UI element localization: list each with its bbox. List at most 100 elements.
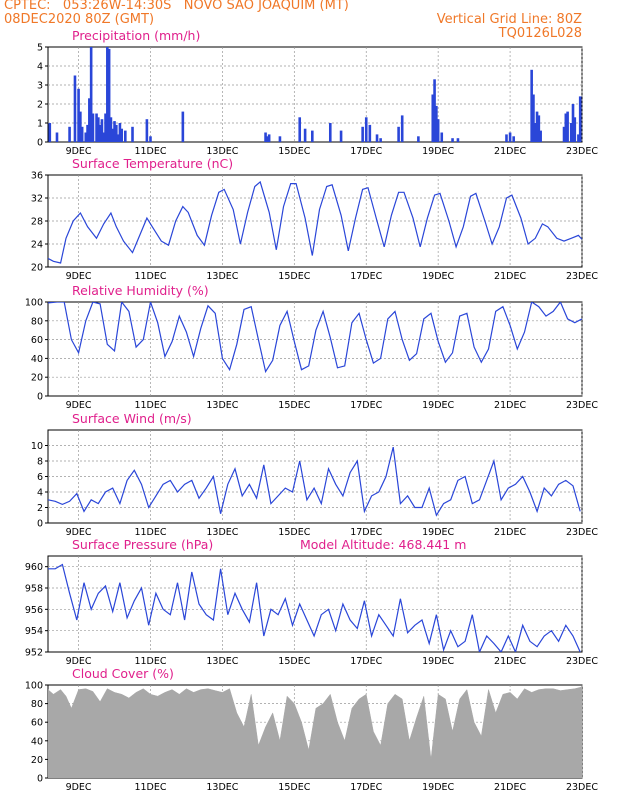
precip-xtick: 23DEC	[566, 146, 598, 157]
precip-bar	[55, 132, 59, 142]
rh-frame	[47, 301, 583, 397]
pressure-frame	[47, 555, 583, 653]
wind-ytick: 6	[37, 472, 43, 483]
precip-bar	[109, 117, 113, 142]
cloud-xtick: 21DEC	[494, 782, 526, 793]
pressure-panel: Surface Pressure (hPa) Model Altitude: 46…	[25, 537, 599, 667]
cloud-xtick: 23DEC	[566, 782, 598, 793]
precip-bar	[68, 126, 71, 142]
cloud-ytick: 80	[31, 699, 43, 710]
rh-xtick: 17DEC	[350, 400, 382, 411]
cloud-ytick: 20	[31, 755, 43, 766]
wind-xtick: 13DEC	[206, 527, 238, 538]
precip-bar	[298, 117, 302, 142]
pressure-ytick: 958	[25, 584, 43, 595]
wind-ytick: 8	[37, 457, 43, 468]
header-grid-note: Vertical Grid Line: 80Z	[436, 12, 582, 27]
precip-bar	[48, 123, 52, 142]
pressure-ytick: 956	[25, 605, 43, 616]
temp-xtick: 9DEC	[66, 271, 92, 282]
precip-bar	[111, 128, 115, 142]
precip-bar	[431, 94, 435, 142]
wind-xtick: 17DEC	[350, 527, 382, 538]
precip-ytick: 4	[37, 62, 43, 73]
precip-bar	[400, 115, 404, 142]
pressure-xtick: 13DEC	[206, 656, 238, 667]
precip-ytick: 5	[37, 43, 43, 54]
precip-bar	[505, 134, 508, 142]
precip-bar	[102, 132, 106, 142]
precip-bar	[149, 136, 152, 142]
precip-bar	[266, 136, 269, 142]
precip-ytick: 0	[37, 138, 43, 149]
precip-bar	[79, 111, 82, 142]
precip-bar	[451, 138, 454, 142]
precip-bar	[368, 124, 372, 142]
precip-bar	[564, 113, 568, 142]
precip-bar	[562, 126, 566, 142]
precip-bar	[124, 130, 127, 142]
wind-xtick: 21DEC	[494, 527, 526, 538]
rh-ytick: 80	[31, 316, 43, 327]
precip-bar	[532, 94, 535, 142]
wind-xtick: 11DEC	[134, 527, 166, 538]
precip-bar	[98, 124, 102, 142]
precip-bar	[131, 126, 134, 142]
pressure-xtick: 19DEC	[422, 656, 454, 667]
pressure-xtick: 23DEC	[566, 656, 598, 667]
temp-ytick: 28	[31, 217, 43, 228]
precip-xtick: 17DEC	[350, 146, 382, 157]
precip-bar	[84, 132, 88, 142]
header-station: CPTEC: 053:26W-14:30S NOVO SAO JOAQUIM (…	[4, 0, 349, 13]
precip-bar	[397, 126, 400, 142]
pressure-series-line	[48, 563, 581, 652]
cloud-xtick: 19DEC	[422, 782, 454, 793]
precip-xtick: 15DEC	[278, 146, 310, 157]
precip-xtick: 13DEC	[206, 146, 238, 157]
precip-bar	[303, 128, 307, 142]
wind-ytick: 10	[31, 441, 43, 452]
precip-bar	[118, 123, 122, 142]
cloud-area	[48, 686, 582, 778]
wind-series-line	[48, 446, 581, 517]
pressure-annotation: Model Altitude: 468.441 m	[300, 537, 466, 552]
precip-bar	[113, 121, 116, 142]
rh-xtick: 15DEC	[278, 400, 310, 411]
header-run-time: 08DEC2020 80Z (GMT)	[4, 12, 155, 27]
temp-xtick: 15DEC	[278, 271, 310, 282]
precip-ytick: 2	[37, 100, 43, 111]
precip-bar	[88, 98, 91, 142]
precip-bar	[578, 96, 582, 142]
precip-xtick: 19DEC	[422, 146, 454, 157]
wind-ytick: 0	[37, 519, 43, 530]
wind-ytick: 4	[37, 488, 43, 499]
precip-bar	[364, 117, 368, 142]
temp-xtick: 21DEC	[494, 271, 526, 282]
precip-bar	[97, 117, 100, 142]
cloud-ytick: 0	[37, 774, 43, 785]
precip-bar	[456, 138, 460, 142]
precip-bar	[104, 113, 107, 142]
precip-panel: Precipitation (mm/h) 9DEC 11DEC 13DEC 15DEC 1…	[37, 28, 598, 157]
precip-bar	[569, 123, 573, 142]
precip-bar	[73, 75, 77, 142]
temp-xtick: 23DEC	[566, 271, 598, 282]
precip-bar	[267, 134, 271, 142]
rh-xtick: 11DEC	[134, 400, 166, 411]
precip-bar	[379, 138, 382, 142]
cloud-xtick: 13DEC	[206, 782, 238, 793]
precip-ytick: 3	[37, 81, 43, 92]
precip-ytick: 1	[37, 119, 43, 130]
wind-panel: Surface Wind (m/s) 9DEC 11DEC 13DEC 15DEC 17D…	[31, 411, 598, 538]
pressure-xtick: 15DEC	[278, 656, 310, 667]
cloud-panel: Cloud Cover (%) 9DEC 11DEC 13DEC 15DEC 17DEC 1…	[25, 666, 599, 793]
precip-bar	[278, 136, 282, 142]
precip-bar	[339, 130, 343, 142]
precip-bar	[508, 132, 512, 142]
precip-bar	[361, 126, 364, 142]
precip-bar	[181, 111, 185, 142]
precip-bar	[115, 124, 118, 142]
pressure-ytick: 954	[25, 626, 43, 637]
temp-xtick: 13DEC	[206, 271, 238, 282]
precip-bar	[573, 117, 577, 142]
